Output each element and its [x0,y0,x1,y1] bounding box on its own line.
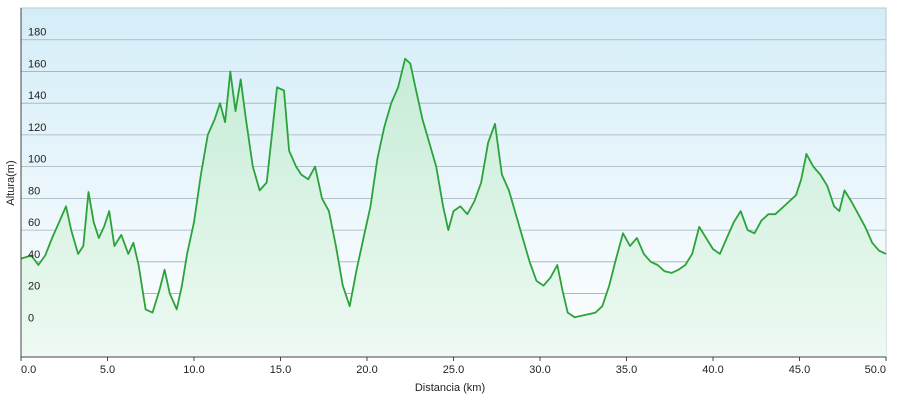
y-tick-label: 180 [28,27,46,39]
y-tick-label: 20 [28,281,40,293]
x-tick-label: 5.0 [100,364,115,376]
x-tick-labels: 0.0 5.0 10.0 15.0 20.0 25.0 30.0 35.0 40.0 45.0 50… [21,364,886,376]
y-tick-labels: 0 20 40 60 80 100 120 140 160 180 [28,27,46,325]
elevation-line [20,57,887,319]
y-tick-label: 100 [28,154,46,166]
axes [20,8,887,361]
x-tick-label: 15.0 [270,364,291,376]
y-tick-label: 40 [28,249,40,261]
elevation-area [21,58,886,358]
x-tick-label: 45.0 [789,364,810,376]
x-tick-label: 20.0 [356,364,377,376]
area-layer [20,57,887,358]
y-tick-label: 60 [28,217,40,229]
x-tick-label: 0.0 [21,364,36,376]
x-tick-label: 30.0 [529,364,550,376]
x-tick-label: 35.0 [616,364,637,376]
x-tick-label: 10.0 [183,364,204,376]
y-axis-label: Altura(m) [5,160,17,205]
y-tick-label: 140 [28,90,46,102]
x-tick-label: 40.0 [702,364,723,376]
x-axis-label: Distancia (km) [415,382,485,394]
x-tick-label: 50.0 [865,364,886,376]
x-tick-label: 25.0 [443,364,464,376]
y-tick-label: 0 [28,312,34,324]
y-tick-label: 80 [28,185,40,197]
y-tick-label: 160 [28,58,46,70]
y-tick-label: 120 [28,122,46,134]
